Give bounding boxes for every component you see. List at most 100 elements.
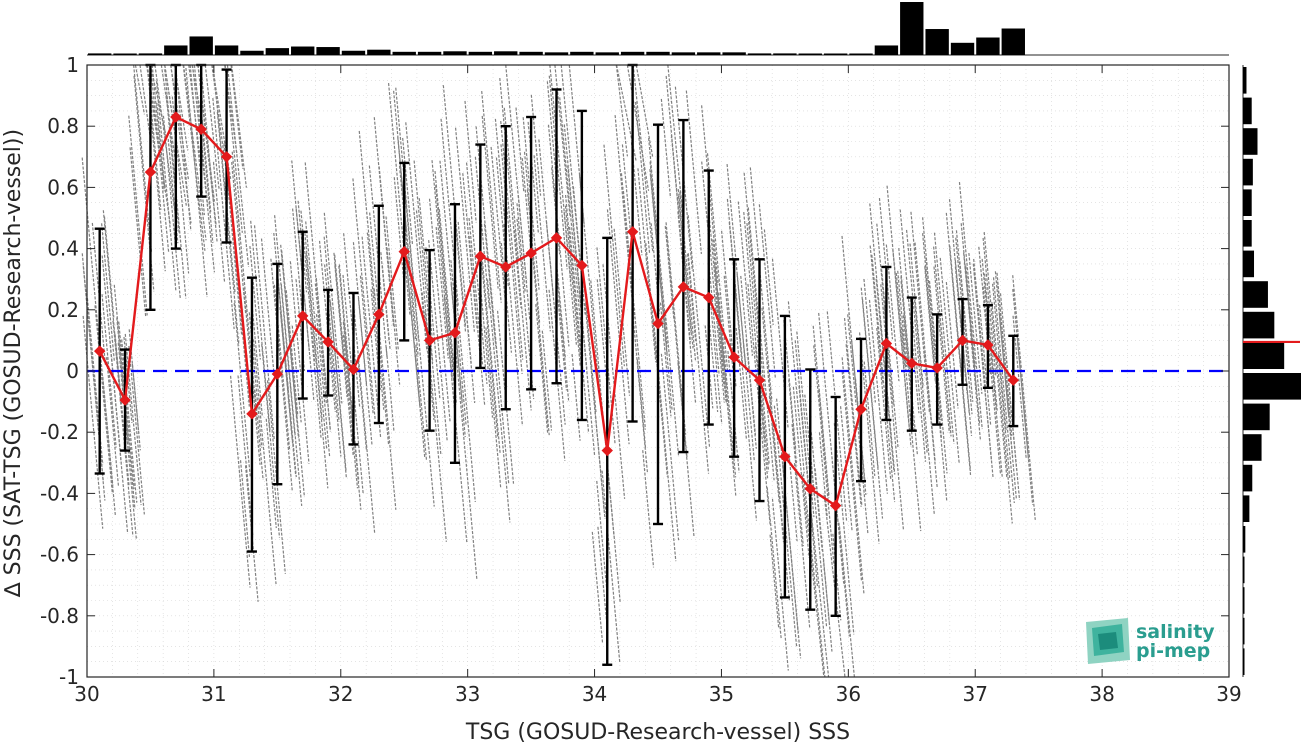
- scatter-streak: [596, 279, 610, 409]
- scatter-streak: [378, 328, 397, 510]
- right-histogram-bar: [1243, 97, 1252, 125]
- top-histogram-bar: [697, 52, 721, 55]
- scatter-streak: [596, 480, 608, 591]
- scatter-streak: [328, 329, 342, 457]
- scatter-streak: [86, 298, 104, 465]
- x-tick-label: 38: [1089, 682, 1114, 706]
- scatter-streak: [1012, 289, 1034, 505]
- top-histogram-bar: [773, 53, 797, 55]
- binned-mean-markers: [93, 111, 1019, 512]
- scatter-streak: [585, 301, 597, 414]
- scatter-streak: [495, 157, 509, 286]
- scatter-streak: [858, 332, 880, 544]
- scatter-streak: [114, 334, 130, 487]
- scatter-streak: [615, 64, 628, 157]
- top-histogram-bar: [214, 45, 239, 55]
- scatter-streak: [743, 172, 765, 390]
- scatter-streak: [231, 151, 242, 242]
- mean-marker: [855, 403, 867, 415]
- y-tick-label: -0.8: [40, 604, 79, 628]
- scatter-streak: [162, 115, 181, 300]
- scatter-streak: [749, 167, 773, 402]
- scatter-streak: [234, 251, 250, 407]
- scatter-streak: [479, 249, 499, 439]
- scatter-streak: [939, 257, 960, 464]
- mean-marker: [728, 351, 740, 363]
- scatter-streak: [342, 321, 354, 427]
- right-histogram-bar: [1243, 556, 1245, 584]
- scatter-streak: [182, 64, 206, 251]
- mean-marker: [525, 247, 537, 259]
- scatter-streak: [405, 122, 428, 352]
- scatter-streak: [200, 106, 212, 212]
- right-histogram-bar: [1243, 403, 1270, 431]
- x-tick-label: 39: [1216, 682, 1241, 706]
- mean-marker: [195, 123, 207, 135]
- scatter-streak: [871, 254, 896, 503]
- scatter-streak: [465, 162, 488, 385]
- scatter-streak: [425, 247, 441, 399]
- scatter-streak: [403, 183, 420, 339]
- scatter-streak: [1012, 315, 1027, 460]
- scatter-streak: [385, 346, 395, 431]
- scatter-streak: [793, 463, 811, 629]
- mean-marker: [626, 226, 639, 238]
- right-histogram-bar: [1243, 434, 1262, 461]
- scatter-streak: [650, 223, 661, 314]
- scatter-streak: [131, 363, 141, 451]
- scatter-streak: [708, 262, 720, 376]
- scatter-streak: [973, 258, 987, 388]
- x-tick-label: 33: [455, 682, 480, 706]
- scatter-streak: [480, 289, 494, 418]
- scatter-streak: [428, 325, 442, 455]
- scatter-streak: [216, 111, 240, 346]
- scatter-streak: [899, 209, 920, 414]
- scatter-streak: [802, 473, 826, 678]
- scatter-streak: [428, 240, 448, 441]
- top-histogram-bar: [316, 47, 340, 55]
- salinity-pi-mep-logo: salinity pi-mep: [1086, 618, 1215, 664]
- top-histogram-bar: [823, 53, 848, 55]
- scatter-streak: [857, 422, 869, 535]
- scatter-streak: [381, 265, 391, 349]
- scatter-streak: [183, 64, 207, 241]
- scatter-streak: [876, 327, 892, 480]
- scatter-streak: [82, 315, 104, 529]
- scatter-streak: [743, 344, 755, 461]
- scatter-streak: [880, 284, 905, 530]
- scatter-streak: [314, 283, 328, 405]
- scatter-streak: [718, 292, 737, 478]
- scatter-streak: [1016, 335, 1030, 459]
- scatter-streak: [530, 94, 542, 196]
- y-tick-label: 0.2: [47, 298, 79, 322]
- scatter-streak: [963, 252, 978, 392]
- scatter-streak: [261, 344, 281, 538]
- scatter-streak: [329, 301, 347, 471]
- scatter-streak: [526, 189, 541, 325]
- scatter-streak: [237, 210, 258, 422]
- scatter-streak: [494, 118, 506, 220]
- scatter-streak: [969, 328, 982, 441]
- scatter-streak: [454, 127, 475, 332]
- right-histogram-bar: [1243, 526, 1246, 553]
- scatter-streak: [863, 361, 876, 477]
- right-histogram-bar: [1243, 495, 1250, 522]
- axes: [86, 64, 1230, 678]
- top-histogram-bar: [1001, 28, 1025, 55]
- scatter-streak: [998, 314, 1010, 416]
- scatter-streak: [631, 307, 649, 474]
- scatter-streak: [464, 298, 476, 404]
- y-tick-label: 0.6: [47, 175, 79, 199]
- scatter-streak: [707, 311, 719, 412]
- scatter-streak: [538, 139, 554, 294]
- x-tick-label: 35: [709, 682, 734, 706]
- scatter-streak: [664, 313, 680, 457]
- mean-marker: [271, 368, 284, 380]
- scatter-streak: [128, 345, 145, 515]
- scatter-streak: [149, 64, 167, 133]
- scatter-streak: [826, 311, 848, 522]
- scatter-streak: [659, 302, 672, 417]
- scatter-streak: [357, 356, 368, 451]
- logo-line2: pi-mep: [1136, 640, 1210, 662]
- scatter-streak: [421, 292, 435, 420]
